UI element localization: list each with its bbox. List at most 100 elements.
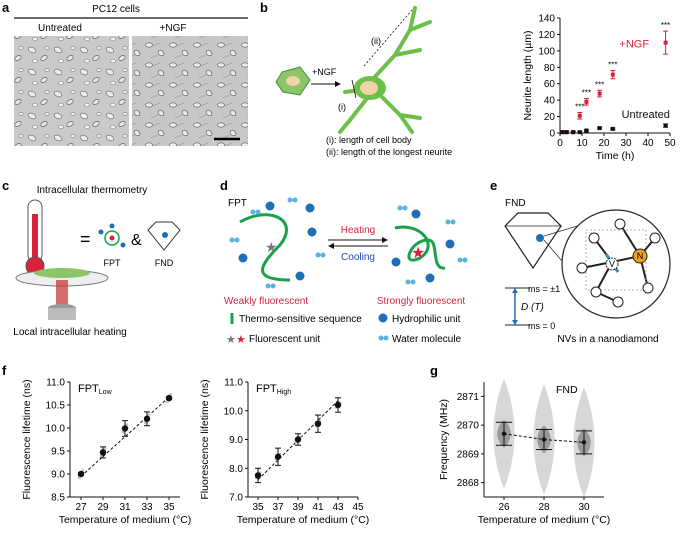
- x-axis-label: Temperature of medium (°C): [59, 514, 192, 526]
- fpt-mini-unit: [109, 223, 115, 229]
- strong-label: Strongly fluorescent: [377, 296, 466, 307]
- trend-line: [543, 439, 585, 443]
- ngf-point: [584, 99, 589, 104]
- mean-point: [314, 420, 322, 427]
- x-tick-label: 35: [252, 502, 264, 513]
- y-tick-label: 40: [544, 96, 556, 107]
- x-tick-label: 43: [332, 502, 344, 513]
- fpt-mini-star: [109, 235, 115, 241]
- hydrophilic-unit: [391, 257, 401, 267]
- mean-point: [334, 401, 342, 409]
- untreated-point: [663, 123, 668, 128]
- mean-point: [254, 472, 262, 479]
- mean-point: [77, 470, 85, 478]
- legend-fluor: Fluorescent unit: [249, 334, 320, 345]
- fpt-low-plot: 27 29 31 33 35 8.5 9.0 9.5 10.0 10.5 11.0 Temperatu…: [21, 378, 191, 527]
- neurite-length-marker: [363, 9, 413, 67]
- hydrophilic-unit: [265, 201, 275, 211]
- mean-point: [99, 449, 107, 456]
- x-axis-label: Temperature of medium (°C): [478, 514, 611, 526]
- body-length-marker: [351, 79, 357, 99]
- y-tick-label: 100: [538, 46, 555, 57]
- untreated-point: [597, 126, 602, 131]
- x-tick-label: 35: [163, 502, 175, 513]
- ms1-label: ms = ±1: [528, 284, 560, 294]
- x-tick-label: 0: [557, 138, 563, 149]
- legend-hydro: Hydrophilic unit: [392, 314, 461, 325]
- y-tick-label: 7.0: [229, 493, 243, 504]
- ngf-point: [610, 72, 615, 77]
- nucleus-icon: [286, 76, 300, 86]
- water-molecules: [397, 205, 468, 285]
- untreated-point: [560, 130, 565, 135]
- x-tick-label: 10: [576, 138, 588, 149]
- untreated-point: [610, 126, 615, 131]
- panel-d-label: d: [220, 178, 228, 193]
- legend-grey-star-icon: ★: [226, 334, 236, 346]
- y-tick-label: 10.0: [46, 424, 66, 435]
- untreated-point: [577, 130, 582, 135]
- untreated-series-label: Untreated: [622, 109, 670, 121]
- legend-i: (i): length of cell body: [326, 135, 412, 145]
- panel-f-label: f: [2, 363, 7, 378]
- hydrophilic-unit: [307, 227, 317, 237]
- weak-polymer-chain: [239, 213, 291, 282]
- fpt-mini-icon: [104, 230, 120, 246]
- nv-center-dot: [536, 234, 544, 242]
- x-tick-label: 37: [272, 502, 284, 513]
- arrow-head-icon: [335, 81, 341, 87]
- plot-title: FPTHigh: [256, 383, 291, 396]
- legend-thermo: Thermo-sensitive sequence: [239, 314, 362, 325]
- pc12-header: PC12 cells: [92, 4, 140, 15]
- x-tick-label: 20: [598, 138, 610, 149]
- y-tick-label: 9.5: [51, 447, 65, 458]
- ngf-image-label: +NGF: [160, 23, 187, 34]
- y-tick-label: 80: [544, 63, 556, 74]
- x-tick-label: 26: [498, 502, 510, 513]
- untreated-point: [571, 130, 576, 135]
- x-tick-label: 39: [292, 502, 304, 513]
- mean-point: [165, 394, 173, 402]
- panel-a-label: a: [2, 0, 10, 15]
- panel-c: c Intracellular thermometry Local intrac…: [2, 178, 181, 338]
- y-tick-label: 2871: [457, 392, 480, 403]
- x-tick-label: 30: [620, 138, 632, 149]
- plot-title: FND: [556, 384, 578, 396]
- mean-point: [581, 440, 587, 445]
- untreated-point: [584, 128, 589, 133]
- x-axis-label: Time (h): [596, 150, 635, 162]
- hydrophilic-unit: [238, 253, 248, 263]
- nitrogen-icon: [632, 248, 648, 264]
- fpt-high-plot: 35 37 39 41 43 45 7.0 8.0 9.0 10.0 11.0 Temperature…: [199, 378, 369, 527]
- legend-water-swatch: [378, 335, 389, 341]
- x-axis-label: Temperature of medium (°C): [237, 514, 370, 526]
- y-axis-label: Frequency (MHz): [438, 399, 450, 480]
- x-tick-label: 41: [312, 502, 324, 513]
- panel-b: b +NGF (i) (ii) (i): length of cell body…: [260, 0, 676, 162]
- fnd-frequency-plot: 26 28 30 2868 2869 2870 2871 Temperature of med…: [438, 378, 611, 526]
- fnd-label: FND: [155, 258, 174, 268]
- trend-line: [503, 433, 545, 440]
- y-tick-label: 8.5: [51, 493, 65, 504]
- heating-label: Heating: [341, 225, 375, 236]
- x-tick-label: 50: [664, 138, 676, 149]
- hydrophilic-unit: [305, 203, 315, 213]
- ngf-arrow-label: +NGF: [312, 67, 337, 77]
- y-tick-label: 2870: [457, 421, 480, 432]
- ngf-series-label: +NGF: [619, 39, 649, 51]
- y-tick-label: 11.0: [46, 378, 65, 389]
- hydrophilic-unit: [425, 273, 435, 283]
- panel-d: d FPT ★ Heating Cooling ★: [220, 178, 468, 346]
- legend-hydro-swatch: [378, 313, 388, 323]
- y-tick-label: 10.5: [46, 401, 66, 412]
- fpt-title: FPT: [228, 198, 247, 209]
- objective-body: [48, 308, 76, 320]
- transition-arrow-head-up: [512, 288, 518, 293]
- neurite-length-plot: 0 10 20 30 40 50 0 20 40 60 80 100 120 140 Time (h) Neu…: [522, 14, 676, 163]
- cooling-arrow-head: [328, 243, 334, 249]
- cell-layer-icon: [34, 268, 90, 278]
- panel-c-label: c: [2, 178, 9, 193]
- transition-arrow-head-down: [512, 320, 518, 325]
- ngf-point: [597, 91, 602, 96]
